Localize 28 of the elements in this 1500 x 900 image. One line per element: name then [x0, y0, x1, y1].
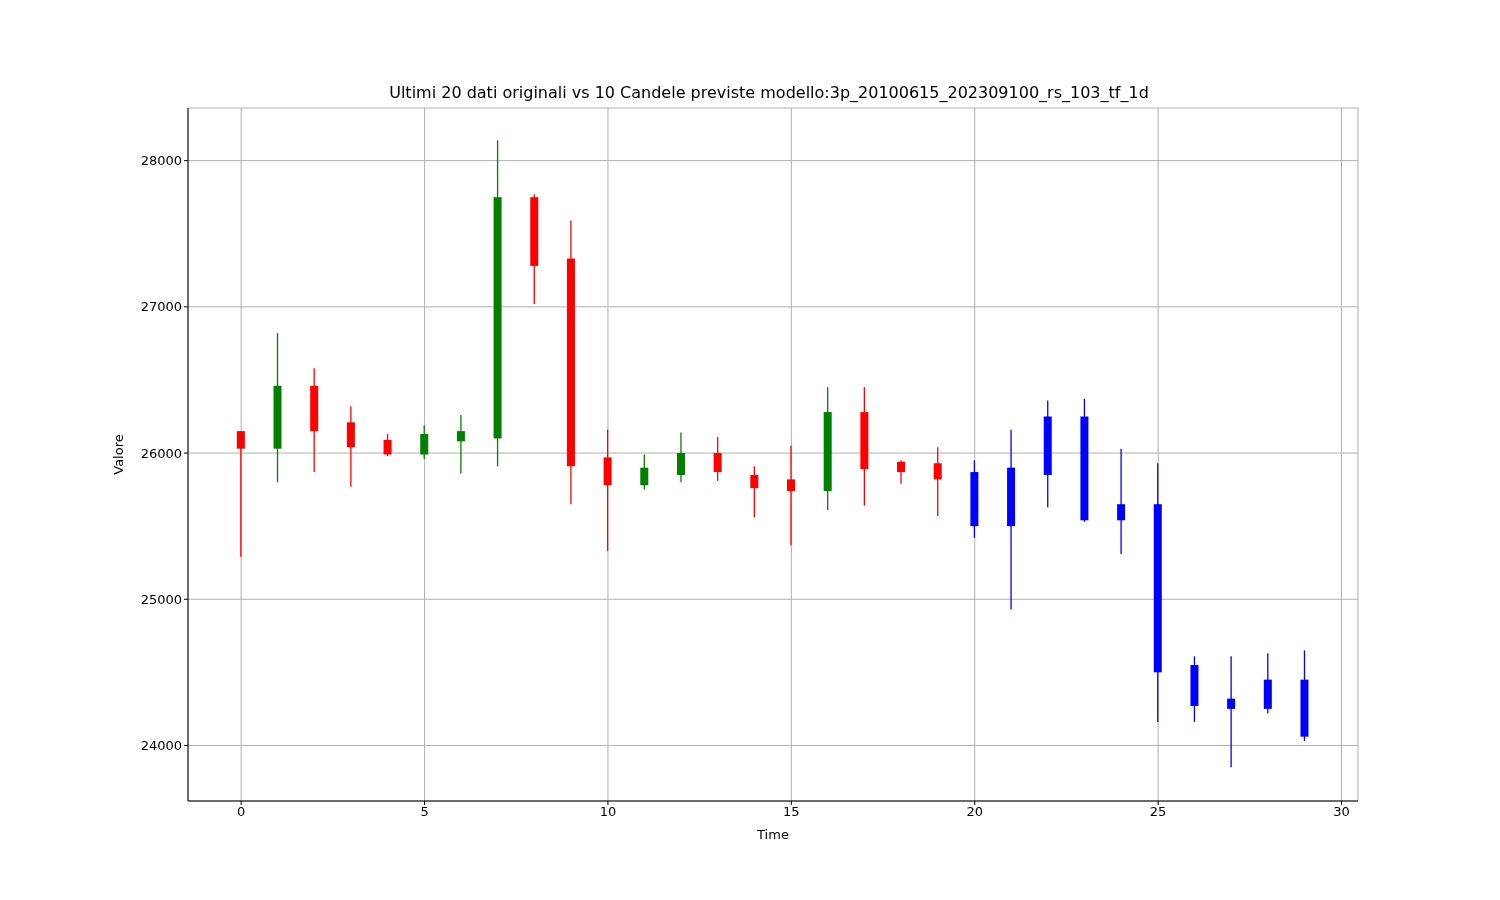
candlestick	[676, 431, 685, 483]
candlestick	[236, 430, 245, 558]
x-tick-label: 10	[599, 804, 617, 820]
candlestick	[420, 424, 429, 460]
y-tick-label: 27000	[140, 299, 182, 315]
x-tick-label: 5	[420, 804, 429, 820]
y-tick-label: 28000	[140, 153, 182, 169]
candlestick	[897, 459, 906, 485]
candlestick	[713, 436, 722, 482]
x-tick-label: 15	[783, 804, 800, 820]
y-tick-label: 25000	[140, 591, 182, 607]
chart-title: Ultimi 20 dati originali vs 10 Candele previste modello:3p_20100615_202309100_rs_103_tf_1d	[388, 83, 1150, 102]
x-tick-label: 20	[966, 804, 983, 820]
x-tick-label: 25	[1149, 804, 1167, 820]
x-axis-title: Time	[756, 827, 789, 842]
y-tick-label: 24000	[140, 738, 182, 754]
candlestick	[383, 433, 392, 457]
candlestick	[456, 414, 465, 475]
candlestick	[933, 446, 942, 517]
x-tick-label: 0	[237, 804, 246, 820]
y-tick-label: 26000	[140, 445, 182, 461]
candlestick	[750, 465, 759, 519]
x-tick-label: 30	[1333, 804, 1350, 820]
candlestick	[1117, 448, 1126, 555]
candlestick	[640, 453, 649, 491]
candlestick	[787, 445, 795, 546]
y-axis-title: Valore	[110, 434, 126, 475]
candlestick	[1227, 655, 1236, 769]
